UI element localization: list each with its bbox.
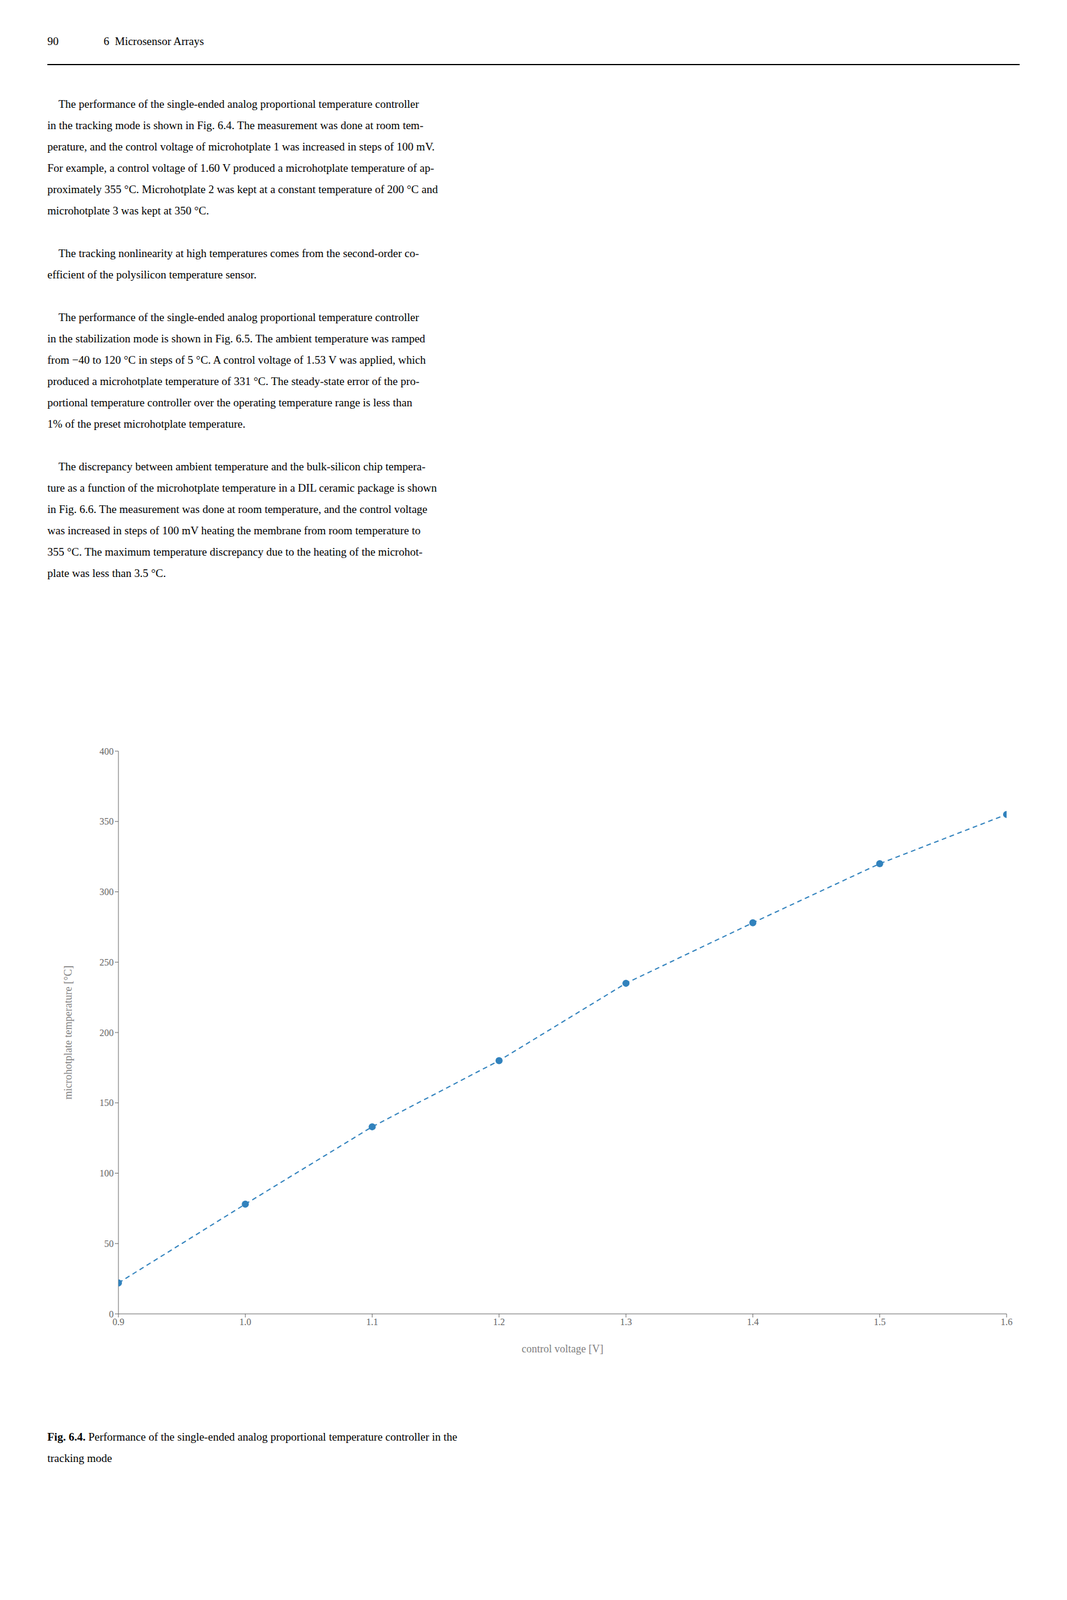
svg-text:250: 250 <box>99 956 114 967</box>
svg-text:1.6: 1.6 <box>1000 1316 1013 1327</box>
svg-text:microhotplate temperature [°C]: microhotplate temperature [°C] <box>62 965 75 1099</box>
svg-text:control voltage [V]: control voltage [V] <box>521 1342 604 1355</box>
html-text:The tracking nonlinearity at h: The tracking nonlinearity at high temper… <box>47 246 419 281</box>
html-text:The discrepancy between ambien: The discrepancy between ambient temperat… <box>47 460 437 580</box>
svg-text:1.0: 1.0 <box>239 1316 252 1327</box>
svg-text:1.3: 1.3 <box>619 1316 632 1327</box>
html-text:The performance of the single-: The performance of the single-ended anal… <box>47 97 438 217</box>
html-text:The performance of the single-: The performance of the single-ended anal… <box>47 310 426 430</box>
svg-text:350: 350 <box>99 815 114 827</box>
svg-text:1.1: 1.1 <box>366 1316 379 1327</box>
svg-text:400: 400 <box>99 746 114 757</box>
svg-text:0.9: 0.9 <box>112 1316 125 1327</box>
svg-text:300: 300 <box>99 886 114 897</box>
svg-text:150: 150 <box>99 1097 114 1108</box>
html-text:90: 90 <box>47 34 59 48</box>
svg-text:1.2: 1.2 <box>493 1316 506 1327</box>
html-text:6 Microsensor Arrays: 6 Microsensor Arrays <box>103 34 204 48</box>
svg-text:200: 200 <box>99 1027 114 1038</box>
svg-text:0: 0 <box>108 1308 114 1319</box>
svg-text:1.5: 1.5 <box>873 1316 886 1327</box>
svg-text:100: 100 <box>99 1167 114 1178</box>
svg-text:50: 50 <box>104 1238 114 1249</box>
svg-text:1.4: 1.4 <box>746 1316 759 1327</box>
html-text:Fig. 6.4. Performance of the s: Fig. 6.4. Performance of the single-ende… <box>47 1429 458 1464</box>
